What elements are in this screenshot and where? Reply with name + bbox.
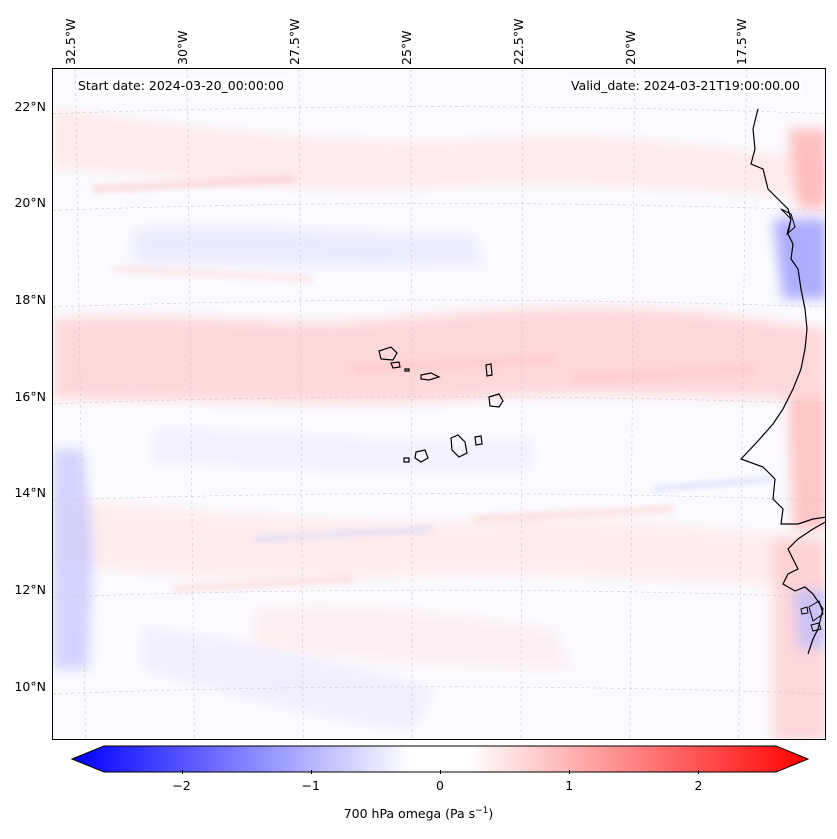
latitude-tick-label: 16°N	[14, 388, 46, 404]
omega-field-map	[53, 69, 825, 739]
meridian-line	[738, 69, 747, 739]
longitude-tick-label: 20°W	[622, 30, 638, 65]
graticule	[53, 69, 825, 739]
parallel-line	[53, 299, 825, 308]
latitude-tick-label: 22°N	[14, 98, 46, 114]
valid-date-label: Valid_date: 2024-03-21T19:00:00.00	[568, 78, 802, 93]
colorbar-tick-mark	[181, 770, 183, 774]
island-maio	[474, 435, 483, 446]
island-brava	[403, 457, 410, 463]
start-date-label: Start date: 2024-03-20_00:00:00	[76, 78, 286, 93]
longitude-tick-label: 22.5°W	[510, 18, 526, 65]
colorbar-tick-mark	[569, 770, 571, 774]
latitude-tick-label: 14°N	[14, 485, 46, 501]
colorbar-title: 700 hPa omega (Pa s−1)	[343, 806, 494, 822]
positive-coast-north	[788, 129, 825, 209]
positive-patch-lower	[253, 605, 573, 669]
inlet-north	[780, 208, 796, 236]
longitude-tick-label: 25°W	[398, 30, 414, 65]
omega-streaks	[92, 175, 774, 593]
island-santo-antao	[378, 346, 398, 361]
negative-coast-south	[793, 589, 825, 649]
meridian-line	[186, 69, 195, 739]
map-panel[interactable]	[52, 68, 826, 740]
colorbar-tick-mark	[310, 770, 312, 774]
colorbar-tick-label: 1	[565, 778, 574, 793]
latitude-tick-label: 18°N	[14, 292, 46, 308]
parallel-line	[53, 589, 825, 598]
island-santa-luzia	[404, 368, 410, 372]
colorbar-tick-mark	[698, 770, 700, 774]
positive-band-central	[53, 307, 825, 404]
island-sao-vicente	[390, 361, 401, 369]
negative-coast-north	[773, 219, 825, 299]
positive-coast-mid	[788, 399, 825, 529]
meridian-line	[629, 69, 635, 739]
meridian-line	[520, 69, 524, 739]
meridian-line	[298, 69, 304, 739]
negative-patch-mid	[153, 429, 533, 473]
positive-band-north	[53, 109, 825, 199]
colorbar-tick-label: −2	[172, 778, 191, 793]
island-bissagos-2	[810, 622, 822, 632]
colorbar-body	[70, 745, 810, 773]
island-fogo	[414, 449, 429, 463]
positive-patch-south	[53, 499, 825, 589]
colorbar-tick-label: 2	[694, 778, 703, 793]
island-boa-vista	[488, 393, 504, 408]
parallel-line	[53, 106, 825, 114]
parallel-line	[53, 203, 825, 211]
island-bissagos-1	[800, 606, 809, 615]
colorbar-tick-mark	[440, 770, 441, 774]
parallel-line	[53, 493, 825, 501]
negative-strip-west	[53, 449, 93, 669]
parallel-line	[53, 686, 825, 695]
meridian-line	[75, 69, 86, 739]
negative-patch-sw	[143, 629, 433, 729]
inlet-bissagos	[808, 600, 824, 622]
longitude-tick-label: 30°W	[175, 30, 191, 65]
latitude-tick-label: 10°N	[14, 678, 46, 694]
latitude-tick-label: 20°N	[14, 195, 46, 211]
colorbar-tick-label: −1	[301, 778, 320, 793]
negative-patch-central	[133, 226, 483, 267]
coastlines	[378, 108, 825, 655]
colorbar-tick-label: 0	[436, 778, 444, 793]
longitude-tick-label: 32.5°W	[63, 18, 79, 65]
longitude-tick-label: 17.5°W	[734, 18, 750, 65]
african-coastline	[739, 108, 825, 655]
longitude-tick-label: 27.5°W	[287, 18, 303, 65]
latitude-tick-label: 12°N	[14, 582, 46, 598]
meridian-line	[410, 69, 413, 739]
colorbar	[70, 745, 810, 773]
parallel-line	[53, 396, 825, 405]
island-sao-nicolau	[420, 372, 441, 381]
island-santiago	[450, 434, 468, 458]
island-sal	[485, 363, 493, 377]
omega-shading	[53, 109, 825, 739]
